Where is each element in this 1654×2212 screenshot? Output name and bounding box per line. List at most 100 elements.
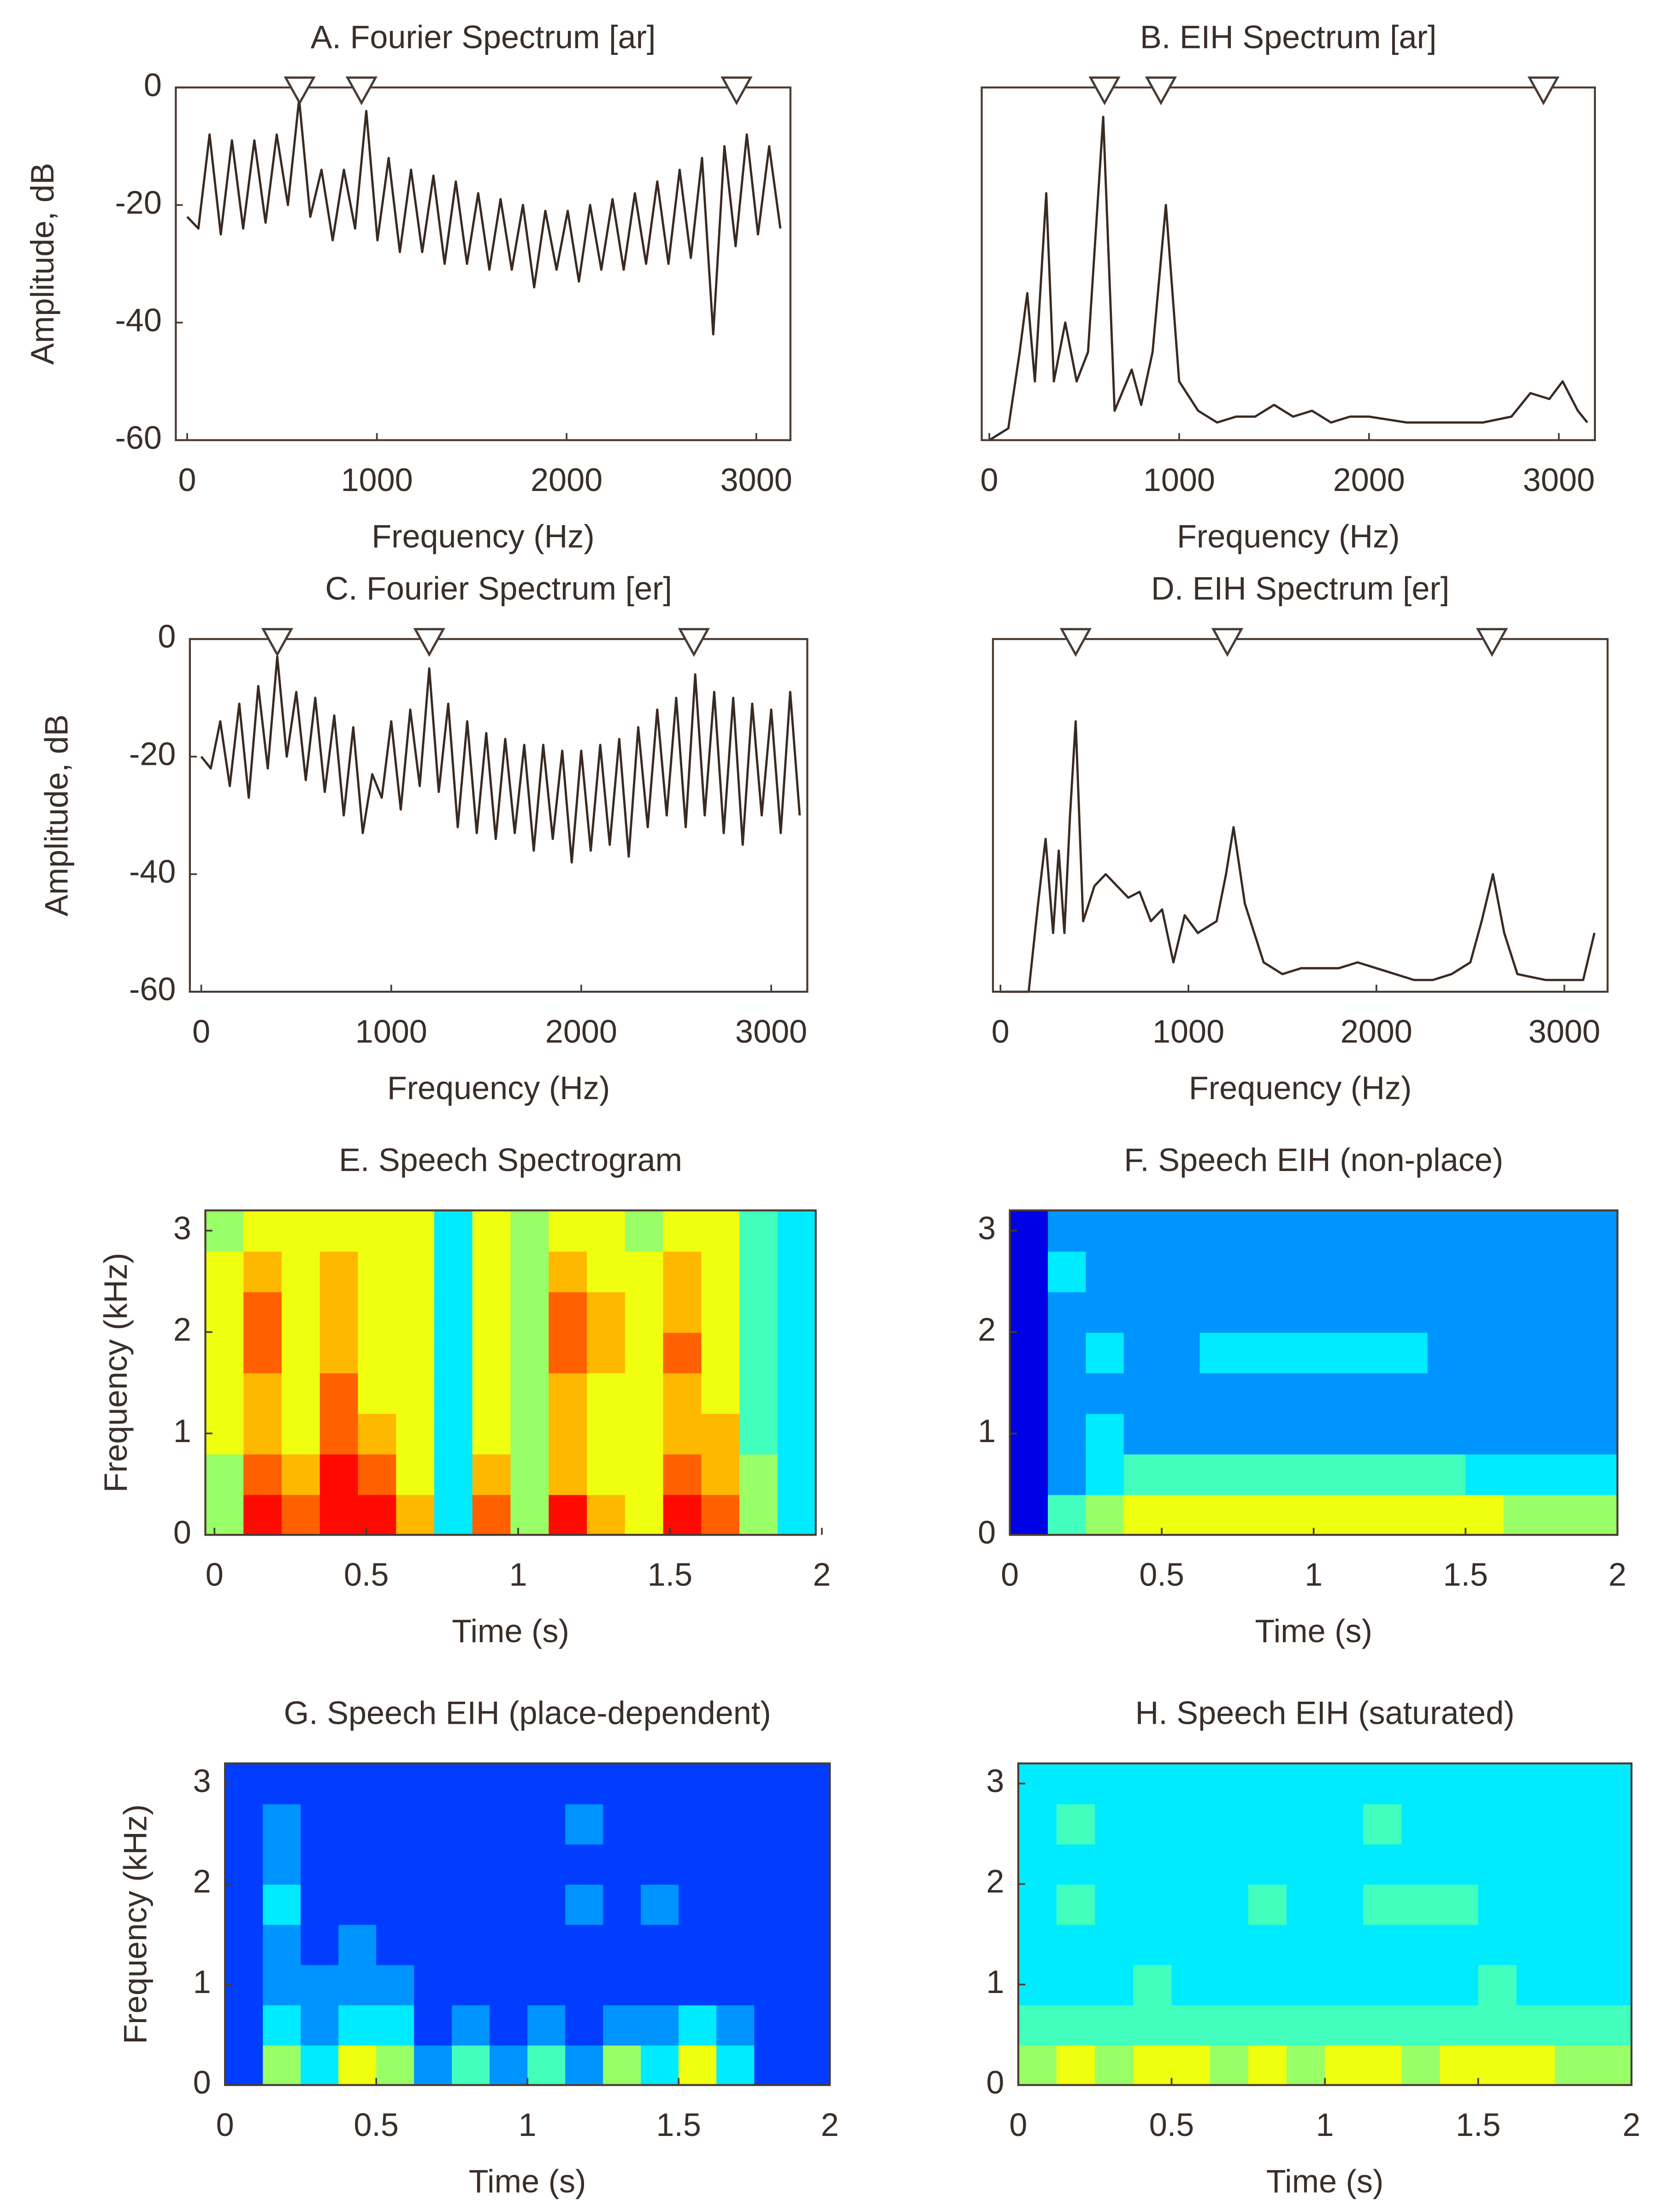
heatmap-cell <box>1162 1454 1201 1495</box>
heatmap-cell <box>1401 1844 1441 1885</box>
heatmap-cell <box>1325 2005 1364 2046</box>
heatmap-cell <box>1363 1884 1402 1925</box>
heatmap-cell <box>1095 1804 1134 1845</box>
heatmap-cell <box>263 2045 301 2086</box>
heatmap-cell <box>376 1924 415 1965</box>
heatmap-cell <box>754 1804 793 1845</box>
heatmap-cell <box>1095 1884 1134 1925</box>
heatmap-cell <box>1010 1332 1049 1373</box>
heatmap-cell <box>472 1372 512 1414</box>
heatmap-cell <box>603 1884 642 1925</box>
y-tick-label: 0 <box>978 1514 996 1550</box>
heatmap-cell <box>1171 2045 1211 2086</box>
heatmap-cell <box>1010 1454 1049 1495</box>
heatmap-cell <box>1171 2005 1211 2046</box>
heatmap-cell <box>452 1924 490 1965</box>
heatmap-cell <box>739 1332 779 1373</box>
heatmap-cell <box>396 1251 435 1292</box>
heatmap-cell <box>510 1251 549 1292</box>
heatmap-cell <box>1057 1804 1096 1845</box>
heatmap-cell <box>625 1372 664 1414</box>
x-axis-label: Frequency (Hz) <box>387 1070 610 1106</box>
heatmap-cell <box>1237 1494 1276 1536</box>
x-tick-label: 1 <box>1305 1556 1323 1593</box>
heatmap-cell <box>1171 1884 1211 1925</box>
heatmap-cell <box>319 1251 359 1292</box>
x-tick-label: 3000 <box>735 1013 807 1049</box>
heatmap-cell <box>625 1332 664 1373</box>
heatmap-cell <box>301 1804 339 1845</box>
y-tick-label: 0 <box>173 1514 191 1550</box>
heatmap-cell <box>754 1964 793 2005</box>
heatmap-cell <box>1210 1884 1249 1925</box>
heatmap-cell <box>1276 1251 1315 1292</box>
heatmap-cell <box>1286 2045 1326 2086</box>
heatmap-cell <box>319 1372 359 1414</box>
heatmap-cell <box>739 1494 779 1536</box>
heatmap-cell <box>472 1413 512 1455</box>
heatmap-cell <box>414 1924 453 1965</box>
heatmap-cell <box>1554 2005 1594 2046</box>
heatmap-cell <box>301 1844 339 1885</box>
heatmap-cell <box>1057 1964 1096 2005</box>
heatmap-cell <box>1516 2045 1556 2086</box>
heatmap-cell <box>1210 1924 1249 1965</box>
heatmap-cell <box>792 1804 831 1845</box>
heatmap-cell <box>490 1763 528 1804</box>
heatmap-cell <box>1541 1454 1580 1495</box>
heatmap-cell <box>777 1494 817 1536</box>
y-tick-label: -40 <box>115 302 161 338</box>
x-axis-label: Time (s) <box>469 2163 586 2199</box>
heatmap-cell <box>301 1924 339 1965</box>
heatmap-cell <box>358 1251 397 1292</box>
heatmap-cell <box>1516 1763 1556 1804</box>
heatmap-cell <box>754 1884 793 1925</box>
heatmap-cell <box>1401 1964 1441 2005</box>
heatmap-cell <box>1389 1251 1429 1292</box>
heatmap-cell <box>1440 1884 1479 1925</box>
plot-frame <box>175 86 792 441</box>
heatmap-cell <box>434 1454 473 1495</box>
x-tick-label: 2 <box>1608 1556 1626 1593</box>
heatmap-cell <box>625 1291 664 1333</box>
heatmap-cell <box>1237 1413 1276 1455</box>
heatmap-cell <box>527 1924 566 1965</box>
heatmap-cell <box>338 1924 377 1965</box>
heatmap-cell <box>1440 1804 1479 1845</box>
heatmap-cell <box>225 1844 264 1885</box>
heatmap-cell <box>243 1291 283 1333</box>
heatmap-cell <box>549 1454 588 1495</box>
heatmap-cell <box>1171 1763 1211 1804</box>
heatmap-cell <box>1478 1763 1518 1804</box>
heatmap-cell <box>1210 1804 1249 1845</box>
heatmap-cell <box>1313 1332 1353 1373</box>
heatmap-cell <box>1478 1924 1518 1965</box>
heatmap-cell <box>587 1372 626 1414</box>
heatmap-cell <box>641 1964 679 2005</box>
x-tick-label: 0.5 <box>1149 2106 1194 2143</box>
heatmap-cell <box>1325 2045 1364 2086</box>
heatmap-cell <box>603 1763 642 1804</box>
heatmap-cell <box>205 1454 244 1495</box>
heatmap-cell <box>549 1332 588 1373</box>
heatmap-cell <box>1516 1804 1556 1845</box>
heatmap-cell <box>1048 1251 1087 1292</box>
heatmap-cell <box>263 2005 301 2046</box>
heatmap-cell <box>1593 1804 1632 1845</box>
heatmap-cell <box>414 1804 453 1845</box>
heatmap-cell <box>414 1763 453 1804</box>
heatmap-cell <box>679 1844 717 1885</box>
heatmap-cell <box>452 1763 490 1804</box>
heatmap-cell <box>679 2045 717 2086</box>
heatmap-cell <box>1123 1210 1163 1252</box>
heatmap-cell <box>1086 1332 1125 1373</box>
heatmap-cell <box>701 1454 740 1495</box>
heatmap-cell <box>1237 1332 1276 1373</box>
x-axis-label: Time (s) <box>1266 2163 1384 2199</box>
heatmap-cell <box>510 1494 549 1536</box>
y-tick-label: 0 <box>144 66 162 103</box>
heatmap-cell <box>1210 1763 1249 1804</box>
heatmap-cell <box>414 1884 453 1925</box>
heatmap-cell <box>1503 1372 1542 1414</box>
heatmap-cell <box>565 1804 604 1845</box>
